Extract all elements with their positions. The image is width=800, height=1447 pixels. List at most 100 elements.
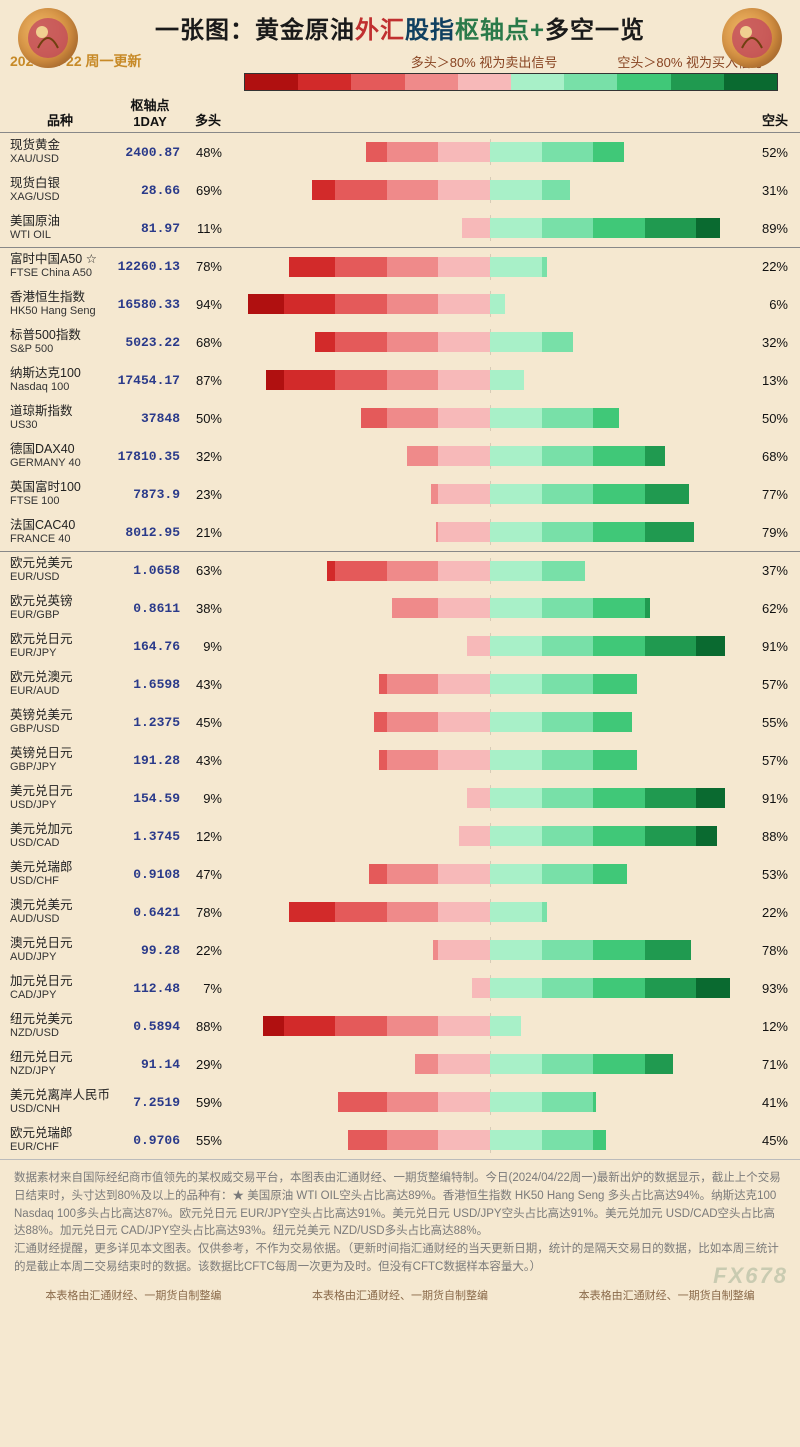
short-pct: 57% <box>754 677 794 692</box>
col-header-short: 空头 <box>754 110 794 129</box>
long-pct: 22% <box>190 943 226 958</box>
short-pct: 50% <box>754 411 794 426</box>
pivot-value: 2400.87 <box>110 145 190 160</box>
instrument-name: 现货黄金XAU/USD <box>10 138 110 166</box>
header: 一张图：黄金原油外汇股指枢轴点+多空一览 <box>0 0 800 49</box>
short-pct: 79% <box>754 525 794 540</box>
long-pct: 78% <box>190 905 226 920</box>
long-pct: 38% <box>190 601 226 616</box>
data-row: 富时中国A50 ☆FTSE China A5012260.1378%22% <box>0 247 800 285</box>
data-row: 欧元兑英镑EUR/GBP0.861138%62% <box>0 589 800 627</box>
instrument-name: 英镑兑美元GBP/USD <box>10 708 110 736</box>
pivot-value: 1.0658 <box>110 563 190 578</box>
long-pct: 78% <box>190 259 226 274</box>
long-pct: 59% <box>190 1095 226 1110</box>
sentiment-bar <box>232 257 748 277</box>
data-row: 法国CAC40FRANCE 408012.9521%79% <box>0 513 800 551</box>
short-pct: 13% <box>754 373 794 388</box>
legend-cell <box>298 74 351 90</box>
instrument-name: 欧元兑美元EUR/USD <box>10 556 110 584</box>
short-pct: 77% <box>754 487 794 502</box>
pivot-value: 0.6421 <box>110 905 190 920</box>
sentiment-bar <box>232 902 748 922</box>
pivot-value: 81.97 <box>110 221 190 236</box>
instrument-name: 英镑兑日元GBP/JPY <box>10 746 110 774</box>
sentiment-bar <box>232 826 748 846</box>
sentiment-bar <box>232 1130 748 1150</box>
instrument-name: 美元兑瑞郎USD/CHF <box>10 860 110 888</box>
data-row: 香港恒生指数HK50 Hang Seng16580.3394%6% <box>0 285 800 323</box>
sell-signal-text: 多头＞80% 视为卖出信号 <box>411 52 558 71</box>
sentiment-bar <box>232 750 748 770</box>
long-pct: 11% <box>190 221 226 236</box>
instrument-name: 加元兑日元CAD/JPY <box>10 974 110 1002</box>
instrument-name: 美元兑日元USD/JPY <box>10 784 110 812</box>
short-pct: 37% <box>754 563 794 578</box>
short-pct: 57% <box>754 753 794 768</box>
legend-cell <box>351 74 404 90</box>
short-pct: 88% <box>754 829 794 844</box>
pivot-value: 1.3745 <box>110 829 190 844</box>
short-pct: 41% <box>754 1095 794 1110</box>
watermark-text: FX678 <box>713 1263 788 1289</box>
pivot-value: 17810.35 <box>110 449 190 464</box>
data-row: 现货白银XAG/USD28.6669%31% <box>0 171 800 209</box>
long-pct: 32% <box>190 449 226 464</box>
sentiment-bar <box>232 674 748 694</box>
pivot-value: 0.5894 <box>110 1019 190 1034</box>
title-segment: 一张图：黄金原油 <box>155 17 355 44</box>
sentiment-bar <box>232 636 748 656</box>
short-pct: 78% <box>754 943 794 958</box>
page-title: 一张图：黄金原油外汇股指枢轴点+多空一览 <box>0 10 800 45</box>
data-row: 英国富时100FTSE 1007873.923%77% <box>0 475 800 513</box>
sentiment-bar <box>232 218 748 238</box>
pivot-value: 112.48 <box>110 981 190 996</box>
brand-logo-right <box>722 8 782 68</box>
instrument-name: 美国原油WTI OIL <box>10 214 110 242</box>
data-rows-host: 现货黄金XAU/USD2400.8748%52%现货白银XAG/USD28.66… <box>0 133 800 1159</box>
sentiment-bar <box>232 484 748 504</box>
data-row: 加元兑日元CAD/JPY112.487%93% <box>0 969 800 1007</box>
short-pct: 71% <box>754 1057 794 1072</box>
pivot-value: 91.14 <box>110 1057 190 1072</box>
legend-cell <box>671 74 724 90</box>
instrument-name: 澳元兑日元AUD/JPY <box>10 936 110 964</box>
long-pct: 45% <box>190 715 226 730</box>
sentiment-bar <box>232 180 748 200</box>
short-pct: 45% <box>754 1133 794 1148</box>
long-pct: 47% <box>190 867 226 882</box>
col-header-long: 多头 <box>190 110 226 129</box>
date-signal-row: 2024-04-22 周一更新 多头＞80% 视为卖出信号 空头＞80% 视为买… <box>0 49 800 73</box>
long-pct: 55% <box>190 1133 226 1148</box>
short-pct: 53% <box>754 867 794 882</box>
instrument-name: 英国富时100FTSE 100 <box>10 480 110 508</box>
credit-3: 本表格由汇通财经、一期货自制整编 <box>579 1287 755 1303</box>
long-pct: 21% <box>190 525 226 540</box>
data-row: 英镑兑美元GBP/USD1.237545%55% <box>0 703 800 741</box>
instrument-name: 纽元兑美元NZD/USD <box>10 1012 110 1040</box>
pivot-value: 16580.33 <box>110 297 190 312</box>
long-pct: 43% <box>190 677 226 692</box>
title-segment: 枢轴点+ <box>455 17 545 44</box>
data-row: 美国原油WTI OIL81.9711% 89% <box>0 209 800 247</box>
title-segment: 多空一览 <box>545 17 645 44</box>
pivot-value: 99.28 <box>110 943 190 958</box>
instrument-name: 道琼斯指数US30 <box>10 404 110 432</box>
short-pct: 89% <box>754 221 794 236</box>
legend-cell <box>405 74 458 90</box>
instrument-name: 现货白银XAG/USD <box>10 176 110 204</box>
sentiment-bar <box>232 142 748 162</box>
data-row: 欧元兑日元EUR/JPY164.769%91% <box>0 627 800 665</box>
instrument-name: 欧元兑澳元EUR/AUD <box>10 670 110 698</box>
data-row: 美元兑瑞郎USD/CHF0.910847%53% <box>0 855 800 893</box>
pivot-value: 164.76 <box>110 639 190 654</box>
data-row: 美元兑加元USD/CAD1.374512% 88% <box>0 817 800 855</box>
instrument-name: 法国CAC40FRANCE 40 <box>10 518 110 546</box>
short-pct: 22% <box>754 259 794 274</box>
instrument-name: 香港恒生指数HK50 Hang Seng <box>10 290 110 318</box>
sentiment-bar <box>232 1092 748 1112</box>
long-pct: 12% <box>190 829 226 844</box>
sentiment-bar <box>232 294 748 314</box>
instrument-name: 美元兑加元USD/CAD <box>10 822 110 850</box>
col-header-pivot: 枢轴点 1DAY <box>110 95 190 129</box>
